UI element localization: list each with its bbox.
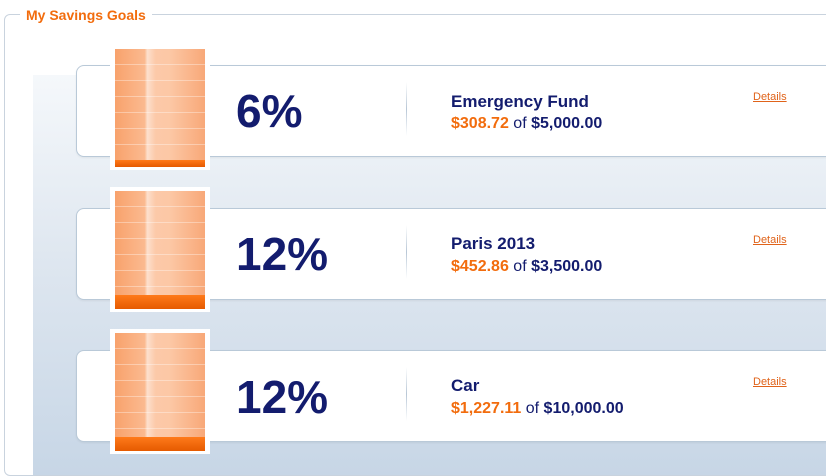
goal-name: Emergency Fund — [451, 92, 589, 111]
progress-jar — [110, 45, 210, 170]
saved-amount: $452.86 — [451, 258, 509, 275]
divider — [406, 225, 407, 279]
target-amount: $3,500.00 — [531, 258, 603, 275]
of-text: of — [513, 115, 527, 132]
target-amount: $10,000.00 — [543, 400, 624, 417]
goal-amount: $452.86 of $3,500.00 — [451, 257, 602, 277]
goal-name: Car — [451, 376, 480, 395]
saved-amount: $308.72 — [451, 115, 509, 132]
divider — [406, 82, 407, 136]
target-amount: $5,000.00 — [531, 115, 603, 132]
progress-jar — [110, 187, 210, 312]
panel-title: My Savings Goals — [20, 5, 152, 25]
saved-amount: $1,227.11 — [451, 400, 522, 417]
goal-name: Paris 2013 — [451, 234, 536, 253]
goal-amount: $1,227.11 of $10,000.00 — [451, 399, 624, 419]
goal-percent: 12% — [236, 371, 329, 423]
of-text: of — [513, 258, 527, 275]
details-link[interactable]: Details — [753, 234, 787, 246]
jar-fill-level — [115, 295, 205, 309]
goal-percent: 12% — [236, 228, 329, 280]
jar-glass — [115, 191, 205, 309]
details-link[interactable]: Details — [753, 376, 787, 388]
divider — [406, 367, 407, 421]
jar-glass — [115, 49, 205, 167]
of-text: of — [525, 400, 540, 417]
goal-amount: $308.72 of $5,000.00 — [451, 114, 602, 134]
progress-jar — [110, 329, 210, 454]
jar-fill-level — [115, 437, 205, 451]
jar-glass — [115, 333, 205, 451]
goal-percent: 6% — [236, 85, 303, 137]
jar-fill-level — [115, 160, 205, 167]
details-link[interactable]: Details — [753, 91, 787, 103]
